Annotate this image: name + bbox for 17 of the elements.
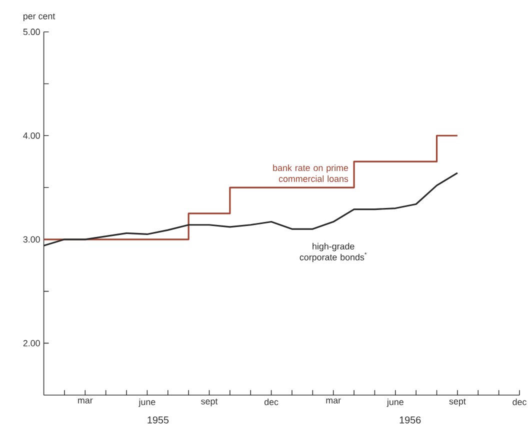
y-axis-title: per cent — [23, 13, 56, 22]
x-tick-label: mar — [326, 398, 341, 404]
y-tick-label: 5.00 — [23, 28, 40, 36]
y-tick-label: 2.00 — [23, 340, 40, 346]
x-tick-label: dec — [264, 398, 278, 406]
x-tick-label: sept — [449, 398, 466, 406]
text: 1956 — [400, 416, 421, 424]
series-label: high-grade corporate bonds$^{*}$ — [300, 242, 367, 262]
x-tick-label: mar — [78, 398, 93, 404]
x-tick-label: sept — [201, 398, 218, 406]
series-label: bank rate on prime commercial loans — [273, 164, 348, 182]
y-tick-label: 3.00 — [23, 236, 40, 243]
y-tick-label: 4.00 — [23, 132, 40, 139]
x-tick-label: june — [138, 398, 156, 407]
x-tick-label: june — [386, 398, 404, 407]
text: 1955 — [148, 416, 169, 424]
x-tick-label: dec — [512, 398, 526, 406]
